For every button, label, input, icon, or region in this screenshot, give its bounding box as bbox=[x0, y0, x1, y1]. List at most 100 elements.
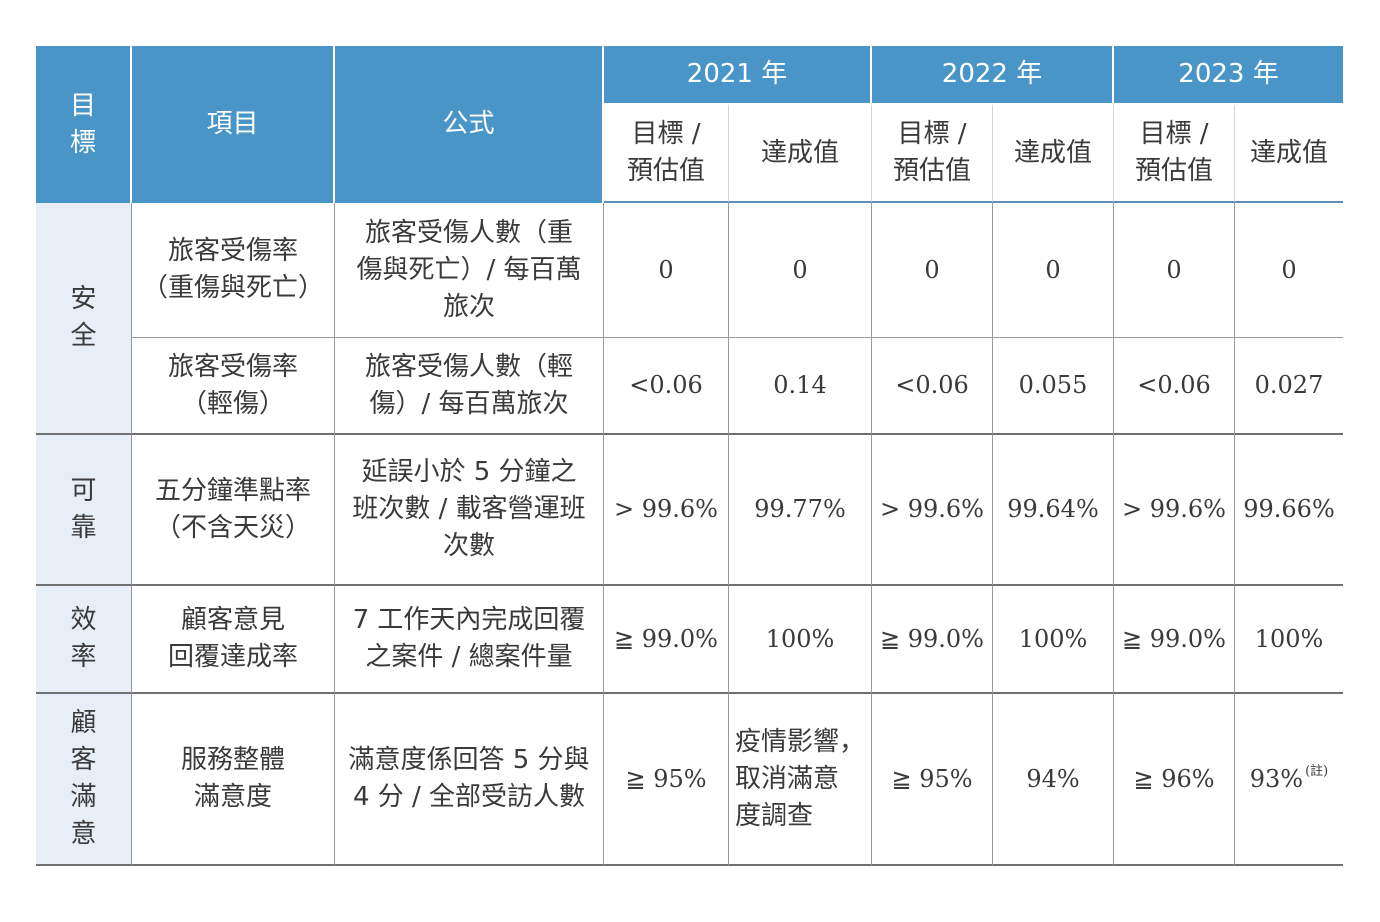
value-text: 0 bbox=[924, 255, 940, 284]
header-target-2022: 目標 / 預估值 bbox=[872, 105, 993, 203]
item-label: 旅客受傷率 （重傷與死亡） bbox=[141, 236, 324, 303]
item-label: 旅客受傷率 （輕傷） bbox=[167, 351, 298, 419]
row-formula: 延誤小於 5 分鐘之 班次數 / 載客營運班 次數 bbox=[335, 435, 604, 586]
value-cell: 99.66% bbox=[1235, 435, 1343, 586]
value-text: 疫情影響， 取消滿意 度調查 bbox=[735, 726, 866, 831]
value-cell: ≧ 99.0% bbox=[872, 586, 993, 694]
formula-label: 延誤小於 5 分鐘之 班次數 / 載客營運班 次數 bbox=[352, 457, 586, 561]
goal-satisfaction: 顧 客 滿 意 bbox=[36, 694, 132, 866]
header-item: 項目 bbox=[132, 46, 335, 203]
row-item: 旅客受傷率 （輕傷） bbox=[132, 338, 335, 435]
item-label: 顧客意見 回覆達成率 bbox=[167, 605, 298, 672]
formula-label: 7 工作天內完成回覆 之案件 / 總案件量 bbox=[352, 605, 586, 672]
row-formula: 旅客受傷人數（重 傷與死亡）/ 每百萬 旅次 bbox=[335, 203, 604, 338]
header-year-label: 2021 年 bbox=[686, 59, 788, 89]
header-target-label: 目標 / 預估值 bbox=[626, 119, 705, 186]
value-text: > 99.6% bbox=[1122, 495, 1226, 523]
row-formula: 旅客受傷人數（輕 傷）/ 每百萬旅次 bbox=[335, 338, 604, 435]
header-year-2023: 2023 年 bbox=[1114, 46, 1343, 105]
value-cell: 0 bbox=[993, 203, 1114, 338]
value-text: 99.64% bbox=[1007, 495, 1099, 523]
header-formula-label: 公式 bbox=[442, 109, 495, 139]
goal-label: 效 率 bbox=[70, 605, 97, 672]
value-cell: 93% (註) bbox=[1235, 694, 1343, 866]
value-text: 100% bbox=[1254, 624, 1324, 653]
value-text: <0.06 bbox=[1137, 371, 1211, 399]
value-cell: 0.14 bbox=[729, 338, 872, 435]
kpi-table: 目 標 項目 公式 2021 年 2022 年 2023 年 目標 / 預估值 … bbox=[36, 46, 1343, 866]
formula-label: 旅客受傷人數（輕 傷）/ 每百萬旅次 bbox=[364, 351, 573, 419]
value-cell: 100% bbox=[729, 586, 872, 694]
header-actual-label: 達成值 bbox=[760, 137, 839, 168]
header-goal-label: 目 標 bbox=[69, 90, 96, 158]
header-target-2021: 目標 / 預估值 bbox=[604, 105, 729, 203]
header-actual-label: 達成值 bbox=[1249, 137, 1328, 168]
value-cell: 0 bbox=[1235, 203, 1343, 338]
value-cell: 100% bbox=[1235, 586, 1343, 694]
header-target-2023: 目標 / 預估值 bbox=[1114, 105, 1235, 203]
item-label: 服務整體 滿意度 bbox=[180, 745, 285, 812]
header-actual-2023: 達成值 bbox=[1235, 105, 1343, 203]
value-text: <0.06 bbox=[629, 371, 703, 399]
value-cell: ≧ 95% bbox=[872, 694, 993, 866]
value-text: > 99.6% bbox=[614, 495, 718, 523]
row-formula: 滿意度係回答 5 分與 4 分 / 全部受訪人數 bbox=[335, 694, 604, 866]
value-cell: 0 bbox=[729, 203, 872, 338]
value-cell: ≧ 99.0% bbox=[604, 586, 729, 694]
value-cell: 94% bbox=[993, 694, 1114, 866]
value-text: ≧ 95% bbox=[625, 764, 707, 793]
value-text: 93% bbox=[1249, 764, 1304, 793]
value-cell: 0 bbox=[1114, 203, 1235, 338]
value-cell: 99.77% bbox=[729, 435, 872, 586]
value-text: 0 bbox=[1045, 255, 1061, 284]
value-text: 100% bbox=[1018, 624, 1088, 653]
value-text: 0.055 bbox=[1018, 371, 1088, 399]
value-text: 0.14 bbox=[773, 371, 827, 399]
row-item: 服務整體 滿意度 bbox=[132, 694, 335, 866]
value-cell: <0.06 bbox=[604, 338, 729, 435]
header-item-label: 項目 bbox=[206, 109, 259, 139]
value-cell: 0.027 bbox=[1235, 338, 1343, 435]
value-text: 0 bbox=[1281, 255, 1297, 284]
value-cell: ≧ 96% bbox=[1114, 694, 1235, 866]
header-goal: 目 標 bbox=[36, 46, 132, 203]
value-text: 100% bbox=[765, 624, 835, 653]
header-actual-2021: 達成值 bbox=[729, 105, 872, 203]
value-text: 0 bbox=[658, 255, 674, 284]
value-cell: ≧ 95% bbox=[604, 694, 729, 866]
header-year-2022: 2022 年 bbox=[872, 46, 1114, 105]
header-year-2021: 2021 年 bbox=[604, 46, 872, 105]
formula-label: 旅客受傷人數（重 傷與死亡）/ 每百萬 旅次 bbox=[356, 217, 582, 322]
row-item: 五分鐘準點率 （不含天災） bbox=[132, 435, 335, 586]
header-actual-label: 達成值 bbox=[1013, 137, 1092, 168]
value-text: ≧ 99.0% bbox=[1122, 624, 1226, 653]
value-cell: 0.055 bbox=[993, 338, 1114, 435]
footnote-marker: (註) bbox=[1305, 763, 1329, 779]
value-text: 99.77% bbox=[754, 495, 846, 523]
formula-label: 滿意度係回答 5 分與 4 分 / 全部受訪人數 bbox=[348, 745, 590, 812]
value-cell: ≧ 99.0% bbox=[1114, 586, 1235, 694]
header-target-label: 目標 / 預估值 bbox=[1134, 119, 1213, 186]
value-cell: > 99.6% bbox=[872, 435, 993, 586]
goal-reliability: 可 靠 bbox=[36, 435, 132, 586]
value-cell: <0.06 bbox=[1114, 338, 1235, 435]
header-year-label: 2022 年 bbox=[941, 59, 1043, 89]
value-cell: 疫情影響， 取消滿意 度調查 bbox=[729, 694, 872, 866]
value-cell: 99.64% bbox=[993, 435, 1114, 586]
row-item: 旅客受傷率 （重傷與死亡） bbox=[132, 203, 335, 338]
value-text: ≧ 99.0% bbox=[614, 624, 718, 653]
value-text: 94% bbox=[1026, 764, 1080, 793]
header-formula: 公式 bbox=[335, 46, 604, 203]
value-text: ≧ 95% bbox=[891, 764, 973, 793]
goal-label: 顧 客 滿 意 bbox=[70, 708, 97, 849]
value-cell: 0 bbox=[872, 203, 993, 338]
value-text: 0 bbox=[1166, 255, 1182, 284]
row-item: 顧客意見 回覆達成率 bbox=[132, 586, 335, 694]
value-cell: 0 bbox=[604, 203, 729, 338]
value-cell: > 99.6% bbox=[604, 435, 729, 586]
goal-efficiency: 效 率 bbox=[36, 586, 132, 694]
header-actual-2022: 達成值 bbox=[993, 105, 1114, 203]
value-text: ≧ 99.0% bbox=[880, 624, 984, 653]
value-text: 0 bbox=[792, 255, 808, 284]
value-cell: 100% bbox=[993, 586, 1114, 694]
